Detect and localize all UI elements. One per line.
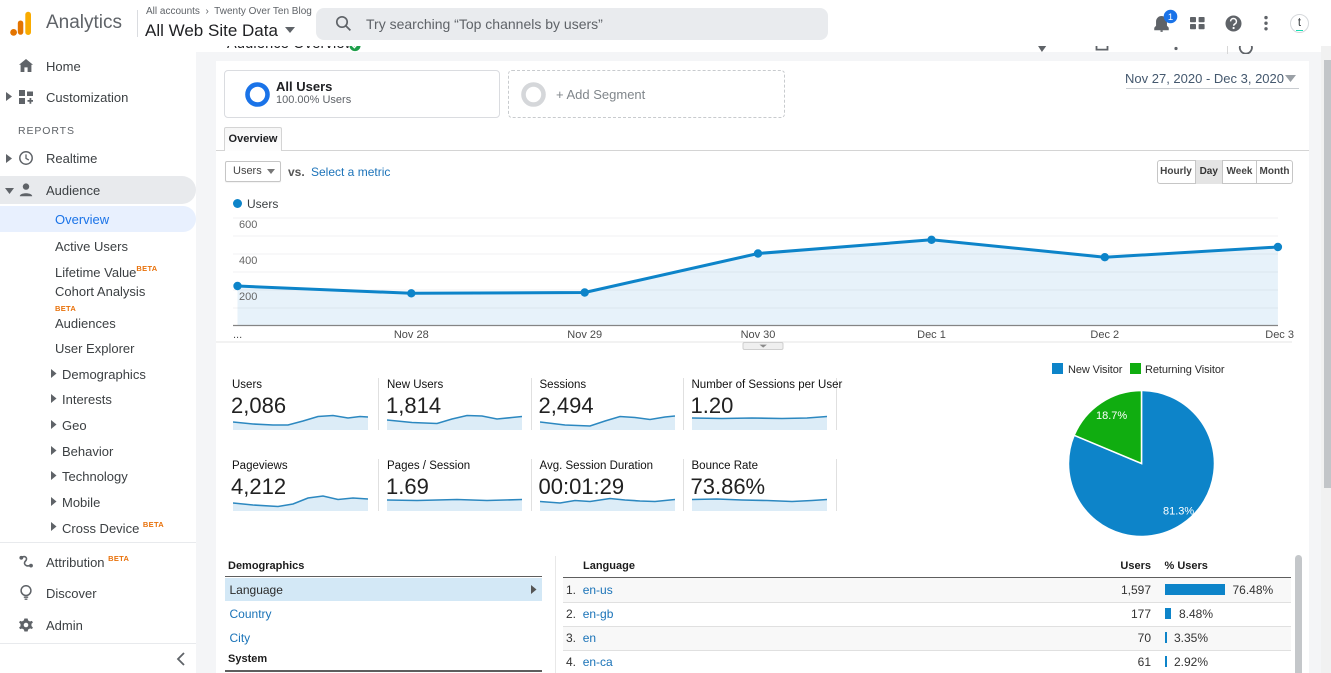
svg-text:Dec 3: Dec 3: [1265, 329, 1294, 341]
svg-text:...: ...: [233, 329, 242, 341]
svg-text:Dec 1: Dec 1: [917, 329, 946, 341]
svg-text:1: 1: [1168, 12, 1173, 23]
svg-text:400: 400: [239, 255, 257, 267]
svg-text:18.7%: 18.7%: [1096, 410, 1127, 422]
svg-text:Nov 28: Nov 28: [394, 329, 429, 341]
svg-text:Nov 30: Nov 30: [741, 329, 776, 341]
svg-text:200: 200: [239, 291, 257, 303]
svg-text:81.3%: 81.3%: [1163, 506, 1194, 518]
svg-text:600: 600: [239, 219, 257, 231]
svg-text:Dec 2: Dec 2: [1090, 329, 1119, 341]
svg-text:Nov 29: Nov 29: [567, 329, 602, 341]
